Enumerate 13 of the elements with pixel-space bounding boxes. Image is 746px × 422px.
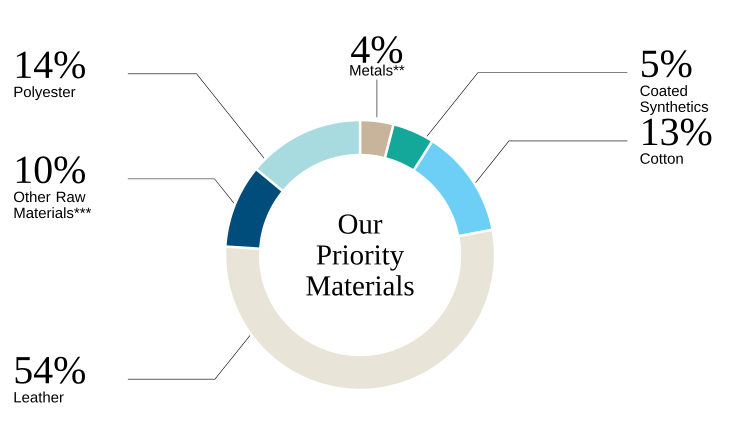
data-label: 4% bbox=[351, 36, 402, 64]
text: Our Priority Materials bbox=[306, 214, 414, 296]
slice-label: Coated Synthetics bbox=[640, 85, 708, 115]
data-label: 14% bbox=[16, 51, 85, 78]
slice-label: Leather bbox=[14, 392, 64, 403]
data-label: 54% bbox=[16, 356, 85, 384]
slice-label: Other Raw Materials*** bbox=[14, 191, 92, 218]
data-label: 13% bbox=[643, 118, 712, 146]
slice-label: Polyester bbox=[14, 86, 76, 100]
slice-label: Metals** bbox=[350, 64, 404, 76]
data-label: 5% bbox=[642, 50, 692, 78]
data-label: 10% bbox=[16, 156, 85, 184]
slice-label: Cotton bbox=[640, 153, 683, 164]
